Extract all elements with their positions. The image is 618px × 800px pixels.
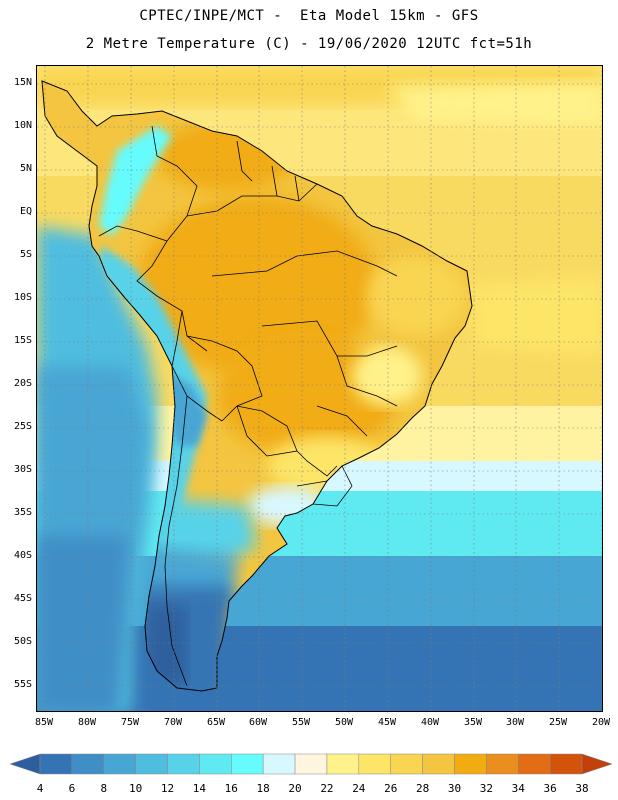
legend-color-swatch [103, 753, 136, 775]
map-canvas [37, 66, 602, 711]
longitude-label: 30W [505, 717, 525, 728]
border-suriname-french-guiana [294, 175, 300, 202]
country-borders [98, 125, 398, 687]
latitude-label: 15N [13, 77, 32, 88]
legend-color-swatch [486, 753, 519, 775]
border-peru-bolivia [171, 310, 183, 367]
southeast-highlands-mild [352, 346, 422, 406]
northeast-warm-region [367, 256, 467, 336]
border-colombia-venezuela [151, 125, 198, 217]
border-guianas-brazil [186, 183, 318, 217]
legend-color-swatch [358, 753, 391, 775]
longitude-label: 60W [248, 717, 268, 728]
border-chile-argentina [164, 395, 188, 687]
legend-color-swatch [71, 753, 105, 775]
latitude-label: 15S [13, 335, 32, 346]
coastline [41, 80, 473, 692]
longitude-label: 75W [120, 717, 140, 728]
legend-level-label: 14 [192, 782, 207, 795]
legend-level-label: 8 [100, 782, 108, 795]
legend-color-swatch [135, 753, 168, 775]
latitude-label: 30S [13, 464, 32, 475]
legend-level-label: 6 [68, 782, 76, 795]
pacific-cold-water [37, 536, 127, 711]
andes-cool-ridge [97, 246, 207, 526]
latitude-label: EQ [19, 206, 32, 217]
legend-level-label: 28 [415, 782, 430, 795]
legend-color-swatch [454, 753, 487, 775]
legend-underflow-arrow [9, 753, 41, 775]
latitude-label: 10N [13, 120, 32, 131]
latitude-label: 50S [13, 636, 32, 647]
border-brazil-states-north [211, 250, 398, 277]
legend-color-swatch [262, 753, 296, 775]
legend-level-label: 30 [447, 782, 462, 795]
latitude-label: 40S [13, 550, 32, 561]
legend-level-label: 38 [575, 782, 589, 795]
legend-level-label: 16 [224, 782, 238, 795]
latitude-label: 35S [13, 507, 32, 518]
legend-color-swatch [294, 753, 328, 775]
legend-color-swatch [326, 753, 360, 775]
patagonia-cold-core [147, 606, 187, 686]
legend-level-label: 20 [288, 782, 302, 795]
chart-title-line-1: CPTEC/INPE/MCT - Eta Model 15km - GFS [139, 8, 479, 24]
border-brazil-states-east [336, 355, 398, 407]
latitude-label: 20S [13, 378, 32, 389]
legend-level-label: 32 [479, 782, 493, 795]
longitude-label: 35W [463, 717, 483, 728]
latitude-label: 25S [13, 421, 32, 432]
border-guyana-suriname [271, 165, 278, 197]
legend-color-swatch [39, 753, 73, 775]
latitude-label: 45S [13, 593, 32, 604]
graticule [37, 66, 602, 711]
longitude-label: 70W [163, 717, 183, 728]
legend-level-label: 34 [511, 782, 525, 795]
border-brazil-states-south [316, 405, 368, 437]
amazon-hot-core [137, 196, 377, 376]
legend-overflow-arrow [581, 753, 613, 775]
legend-color-swatch [231, 753, 264, 775]
longitude-label: 50W [334, 717, 354, 728]
latitude-label: 5S [19, 249, 32, 260]
longitude-label: 65W [206, 717, 226, 728]
longitude-label: 80W [77, 717, 97, 728]
atlantic-warm-patch [387, 81, 602, 126]
border-argentina-brazil [296, 450, 338, 477]
border-uruguay [296, 465, 353, 507]
atlantic-warm-plume [467, 276, 602, 356]
central-hot-region [217, 336, 397, 456]
longitude-label: 20W [591, 717, 611, 728]
longitude-label: 25W [548, 717, 568, 728]
legend-level-label: 18 [256, 782, 270, 795]
legend-color-swatch [549, 753, 583, 775]
legend-level-label: 26 [384, 782, 398, 795]
chart-title-line-2: 2 Metre Temperature (C) - 19/06/2020 12U… [85, 36, 533, 52]
legend-level-label: 22 [320, 782, 334, 795]
north-andes-cool [99, 126, 172, 236]
border-colombia-ecuador [98, 225, 138, 237]
legend-level-label: 4 [36, 782, 44, 795]
latitude-label: 5N [19, 163, 32, 174]
legend-color-swatch [422, 753, 455, 775]
temperature-map [36, 65, 603, 712]
longitude-label: 85W [34, 717, 54, 728]
color-legend [9, 753, 613, 775]
longitude-label: 45W [377, 717, 397, 728]
border-bolivia-chile-argentina [171, 365, 223, 422]
legend-level-label: 12 [160, 782, 175, 795]
legend-level-label: 24 [352, 782, 366, 795]
legend-color-swatch [167, 753, 200, 775]
legend-level-label: 10 [129, 782, 143, 795]
border-venezuela-guyana [236, 140, 253, 182]
latitude-label: 10S [13, 292, 32, 303]
latitude-label: 55S [13, 679, 32, 690]
legend-level-label: 36 [543, 782, 557, 795]
legend-color-swatch [517, 753, 551, 775]
longitude-label: 40W [420, 717, 440, 728]
legend-color-swatch [390, 753, 423, 775]
legend-color-swatch [199, 753, 232, 775]
longitude-label: 55W [291, 717, 311, 728]
